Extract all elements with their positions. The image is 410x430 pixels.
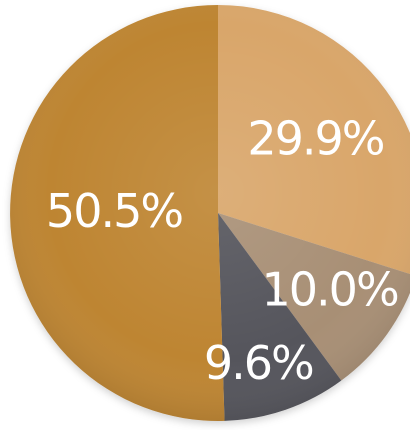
- pie-shading-overlay: [10, 5, 410, 421]
- pie-data-label-3: 9.6%: [204, 336, 313, 390]
- pie-data-label-4: 50.5%: [46, 184, 182, 238]
- pie-data-label-1: 29.9%: [247, 111, 383, 165]
- pie-data-labels: 29.9% 10.0% 9.6% 50.5%: [46, 111, 400, 390]
- pie-data-label-2: 10.0%: [262, 263, 398, 317]
